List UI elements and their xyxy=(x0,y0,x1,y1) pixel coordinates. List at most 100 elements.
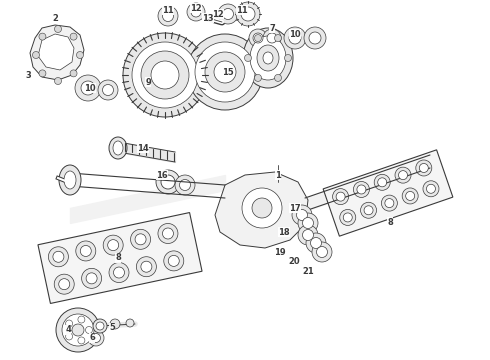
Circle shape xyxy=(187,34,263,110)
Circle shape xyxy=(70,70,77,77)
Circle shape xyxy=(306,233,326,253)
Circle shape xyxy=(284,27,306,49)
Circle shape xyxy=(109,262,129,283)
Text: 1: 1 xyxy=(275,171,281,180)
Circle shape xyxy=(123,33,207,117)
Polygon shape xyxy=(215,172,308,248)
Text: 19: 19 xyxy=(274,248,286,257)
Text: 9: 9 xyxy=(145,77,151,86)
Circle shape xyxy=(218,4,238,24)
Text: 17: 17 xyxy=(289,203,301,212)
Circle shape xyxy=(54,26,62,32)
Circle shape xyxy=(309,32,321,44)
Ellipse shape xyxy=(64,171,76,189)
Circle shape xyxy=(39,70,46,77)
Ellipse shape xyxy=(59,165,81,195)
Circle shape xyxy=(298,213,318,233)
Circle shape xyxy=(402,188,418,204)
Polygon shape xyxy=(38,212,202,303)
Circle shape xyxy=(114,267,124,278)
Circle shape xyxy=(108,240,119,251)
Circle shape xyxy=(311,238,321,248)
Circle shape xyxy=(168,255,179,266)
Circle shape xyxy=(82,268,101,288)
Circle shape xyxy=(175,175,195,195)
Circle shape xyxy=(78,337,85,344)
Circle shape xyxy=(88,330,104,346)
Circle shape xyxy=(254,35,262,42)
Circle shape xyxy=(263,29,281,47)
Circle shape xyxy=(426,184,436,193)
Circle shape xyxy=(59,279,70,290)
Circle shape xyxy=(416,160,432,176)
Circle shape xyxy=(70,33,77,40)
Circle shape xyxy=(340,210,356,225)
Text: 4: 4 xyxy=(65,325,71,334)
Circle shape xyxy=(205,52,245,92)
Circle shape xyxy=(49,247,69,267)
Circle shape xyxy=(39,33,46,40)
Text: 14: 14 xyxy=(137,144,149,153)
Circle shape xyxy=(364,206,373,215)
Circle shape xyxy=(32,51,40,59)
Circle shape xyxy=(54,77,62,85)
Ellipse shape xyxy=(109,137,127,159)
Text: 8: 8 xyxy=(115,253,121,262)
Ellipse shape xyxy=(263,52,273,64)
Circle shape xyxy=(312,242,332,262)
Circle shape xyxy=(245,54,251,62)
Circle shape xyxy=(66,333,73,340)
Circle shape xyxy=(254,75,262,81)
Polygon shape xyxy=(38,34,74,70)
Circle shape xyxy=(62,314,94,346)
Text: 7: 7 xyxy=(269,23,275,32)
Circle shape xyxy=(241,7,255,21)
Circle shape xyxy=(381,195,397,211)
Circle shape xyxy=(156,170,180,194)
Text: 21: 21 xyxy=(302,267,314,276)
Circle shape xyxy=(343,213,352,222)
Circle shape xyxy=(135,234,146,245)
Circle shape xyxy=(357,185,366,194)
Ellipse shape xyxy=(250,36,286,80)
Circle shape xyxy=(164,251,184,271)
Circle shape xyxy=(406,192,415,201)
Circle shape xyxy=(141,261,152,272)
Circle shape xyxy=(85,327,93,333)
Circle shape xyxy=(54,274,74,294)
Circle shape xyxy=(103,235,123,255)
Circle shape xyxy=(158,224,178,243)
Text: 12: 12 xyxy=(190,4,202,13)
Circle shape xyxy=(75,75,101,101)
Circle shape xyxy=(151,61,179,89)
Circle shape xyxy=(304,27,326,49)
Circle shape xyxy=(353,181,369,198)
Circle shape xyxy=(274,75,281,81)
Circle shape xyxy=(187,3,205,21)
Circle shape xyxy=(158,6,178,26)
Circle shape xyxy=(76,51,83,59)
Text: 11: 11 xyxy=(236,5,248,14)
Circle shape xyxy=(317,247,327,257)
Circle shape xyxy=(361,202,376,218)
Circle shape xyxy=(53,251,64,262)
Text: 12: 12 xyxy=(212,9,224,18)
Circle shape xyxy=(289,32,301,44)
Circle shape xyxy=(93,319,107,333)
Circle shape xyxy=(252,198,272,218)
Text: 13: 13 xyxy=(202,14,214,23)
Circle shape xyxy=(296,210,308,220)
Text: 2: 2 xyxy=(52,14,58,23)
Text: 18: 18 xyxy=(278,228,290,237)
Circle shape xyxy=(130,229,150,249)
Circle shape xyxy=(86,273,97,284)
Ellipse shape xyxy=(257,45,279,71)
Circle shape xyxy=(222,9,234,19)
Text: 16: 16 xyxy=(156,171,168,180)
Circle shape xyxy=(56,308,100,352)
Circle shape xyxy=(423,181,439,197)
Text: 3: 3 xyxy=(25,71,31,80)
Circle shape xyxy=(249,29,267,47)
Circle shape xyxy=(302,230,314,240)
Circle shape xyxy=(163,10,173,22)
